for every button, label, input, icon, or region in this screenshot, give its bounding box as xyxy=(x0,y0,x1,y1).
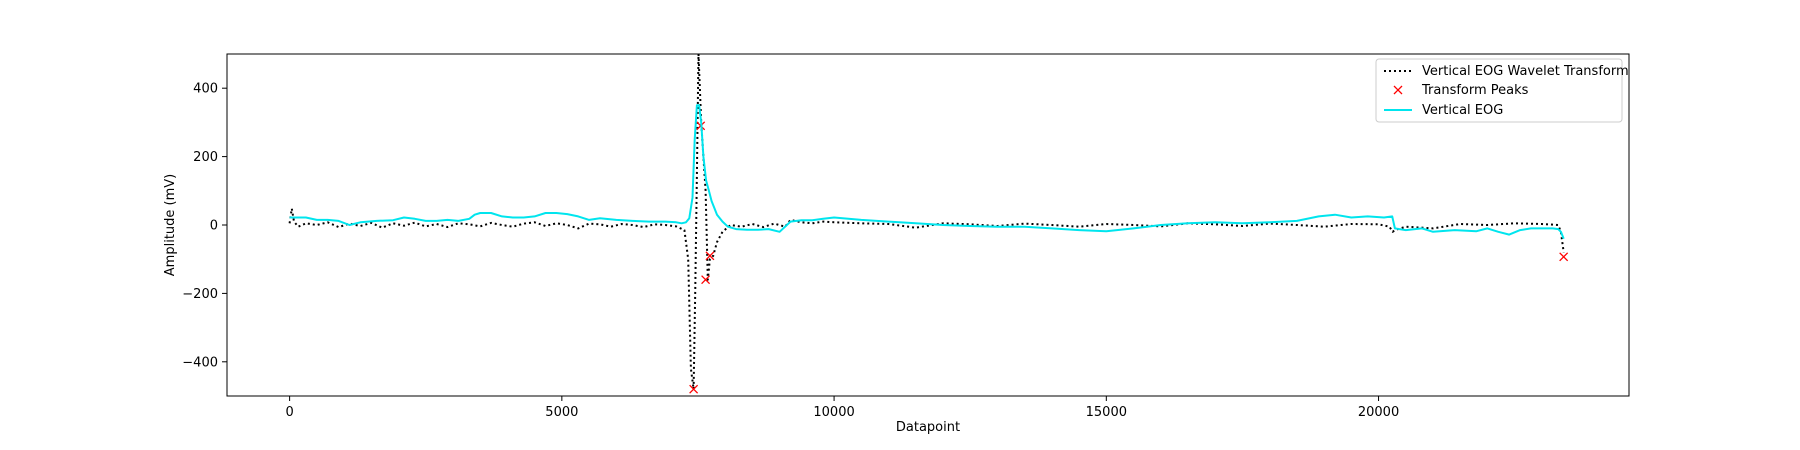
x-tick-label: 0 xyxy=(285,405,293,420)
x-tick-label: 5000 xyxy=(545,405,578,420)
wavelet-transform-line xyxy=(288,54,1565,391)
legend: Vertical EOG Wavelet Transform Transform… xyxy=(1375,58,1629,123)
y-tick-label: 400 xyxy=(193,82,218,97)
vertical-eog-line xyxy=(289,104,1565,240)
x-axis: 0 5000 10000 15000 20000 xyxy=(285,396,1399,420)
x-tick-label: 10000 xyxy=(813,405,854,420)
legend-label-peaks: Transform Peaks xyxy=(1421,83,1529,98)
legend-swatch-peaks xyxy=(1393,85,1403,95)
transform-peak-marker xyxy=(705,251,715,261)
y-tick-label: 0 xyxy=(210,219,218,234)
y-tick-label: −400 xyxy=(182,355,218,370)
x-axis-label: Datapoint xyxy=(896,420,960,435)
series-layer xyxy=(288,54,1569,394)
y-axis: −400 −200 0 200 400 xyxy=(182,82,227,370)
legend-box xyxy=(1375,58,1623,123)
y-tick-label: −200 xyxy=(182,287,218,302)
legend-label-vertical-eog: Vertical EOG xyxy=(1422,103,1503,118)
x-tick-label: 20000 xyxy=(1358,405,1399,420)
x-tick-label: 15000 xyxy=(1086,405,1127,420)
y-axis-label: Amplitude (mV) xyxy=(163,174,178,276)
legend-label-wavelet: Vertical EOG Wavelet Transform xyxy=(1422,64,1629,79)
transform-peak-marker xyxy=(689,384,699,394)
y-tick-label: 200 xyxy=(193,150,218,165)
transform-peak-marker xyxy=(1559,252,1569,262)
transform-peak-marker xyxy=(701,275,711,285)
